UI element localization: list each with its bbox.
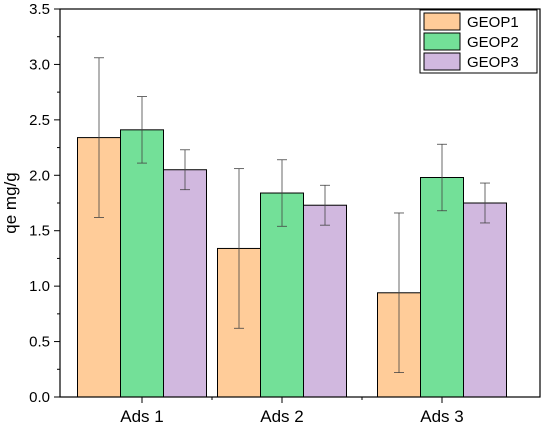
y-tick-label: 1.5: [29, 223, 50, 240]
legend: GEOP1 GEOP2 GEOP3: [419, 9, 538, 74]
y-tick-label: 0.5: [29, 334, 50, 351]
x-tick-label-ads2: Ads 2: [260, 407, 303, 426]
bar-geop2-ads1: [120, 129, 164, 398]
bar-geop2-ads3: [420, 177, 464, 398]
y-tick-label: 2.0: [29, 167, 50, 184]
y-tick-label: 3.0: [29, 56, 50, 73]
x-tick-label-ads1: Ads 1: [120, 407, 163, 426]
legend-swatch-geop3: [423, 52, 461, 71]
y-tick-label: 0.0: [29, 389, 50, 406]
y-axis-ticks: 0.0 0.5 1.0 1.5 2.0 2.5 3.0 3.5: [29, 1, 60, 406]
bar-geop3-ads2: [303, 204, 347, 398]
y-tick-label: 2.5: [29, 112, 50, 129]
legend-label-geop1: GEOP1: [467, 14, 519, 31]
legend-swatch-geop2: [423, 32, 461, 51]
bar-geop3-ads1: [163, 169, 207, 398]
bars-layer: [77, 129, 507, 398]
y-axis-label: qe mg/g: [1, 172, 20, 233]
legend-label-geop2: GEOP2: [467, 34, 519, 51]
bar-geop3-ads3: [463, 202, 507, 398]
x-tick-label-ads3: Ads 3: [420, 407, 463, 426]
error-bars-layer: [94, 57, 490, 374]
y-tick-label: 3.5: [29, 1, 50, 18]
y-tick-label: 1.0: [29, 278, 50, 295]
legend-swatch-geop1: [423, 12, 461, 31]
legend-label-geop3: GEOP3: [467, 54, 519, 71]
x-axis-ticks: Ads 1 Ads 2 Ads 3: [120, 397, 464, 426]
